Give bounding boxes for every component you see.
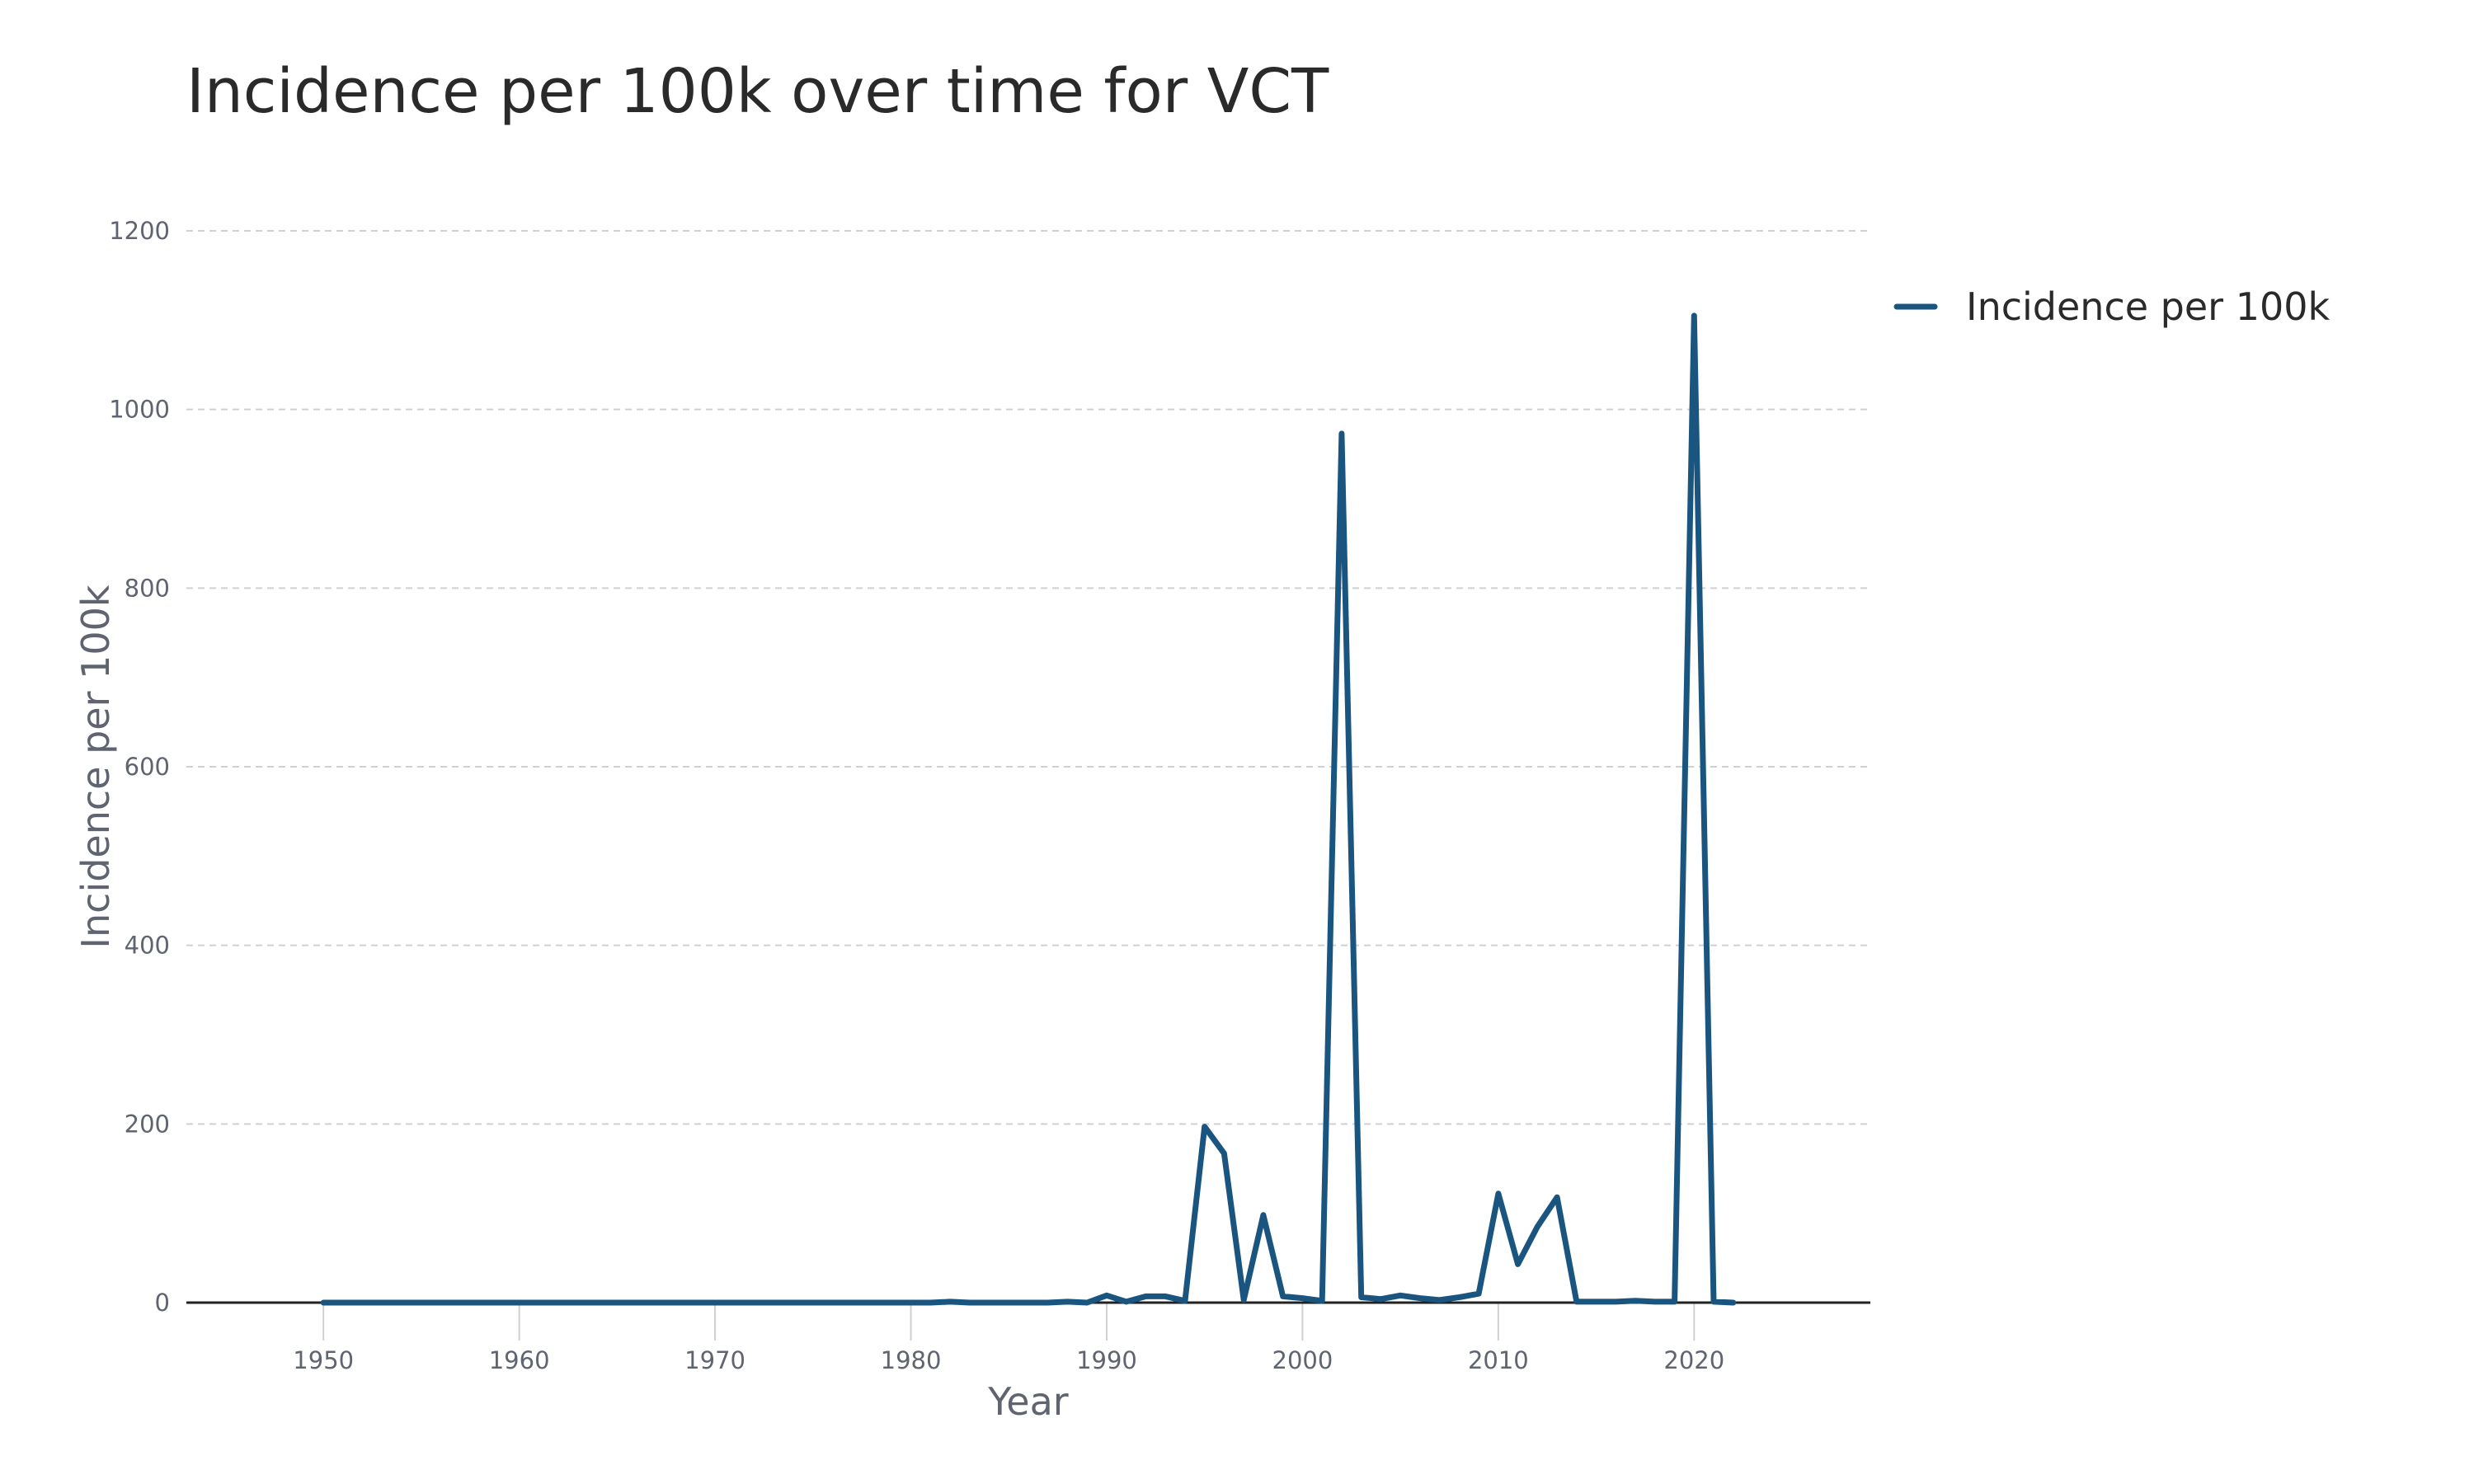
x-tick-label: 2010 (1468, 1346, 1529, 1374)
x-tick-label: 2000 (1272, 1346, 1333, 1374)
y-tick-label: 200 (125, 1110, 170, 1138)
x-tick-label: 1950 (293, 1346, 354, 1374)
series-line[interactable] (320, 312, 1737, 1306)
y-tick-label: 800 (125, 574, 170, 602)
x-tick-label: 1960 (489, 1346, 550, 1374)
x-axis-ticks: 1950 1960 1970 1980 1990 2000 2010 2020 (293, 1303, 1724, 1374)
y-tick-label: 1200 (109, 217, 170, 245)
x-tick-label: 1980 (881, 1346, 942, 1374)
x-tick-label: 1970 (684, 1346, 745, 1374)
y-axis-ticks: 0 200 400 600 800 1000 1200 (109, 217, 170, 1317)
y-tick-label: 400 (125, 932, 170, 960)
x-axis-title: Year (987, 1379, 1068, 1424)
y-axis-title: Incidence per 100k (73, 585, 118, 948)
x-tick-label: 2020 (1663, 1346, 1724, 1374)
y-tick-label: 1000 (109, 396, 170, 424)
y-tick-label: 600 (125, 753, 170, 781)
chart-title: Incidence per 100k over time for VCT (186, 56, 1329, 127)
legend-label: Incidence per 100k (1966, 284, 2330, 329)
x-tick-label: 1990 (1076, 1346, 1137, 1374)
gridlines (186, 230, 1870, 1125)
series-layer (320, 312, 1737, 1306)
y-tick-label: 0 (155, 1289, 170, 1317)
legend[interactable]: Incidence per 100k (1893, 284, 2330, 329)
